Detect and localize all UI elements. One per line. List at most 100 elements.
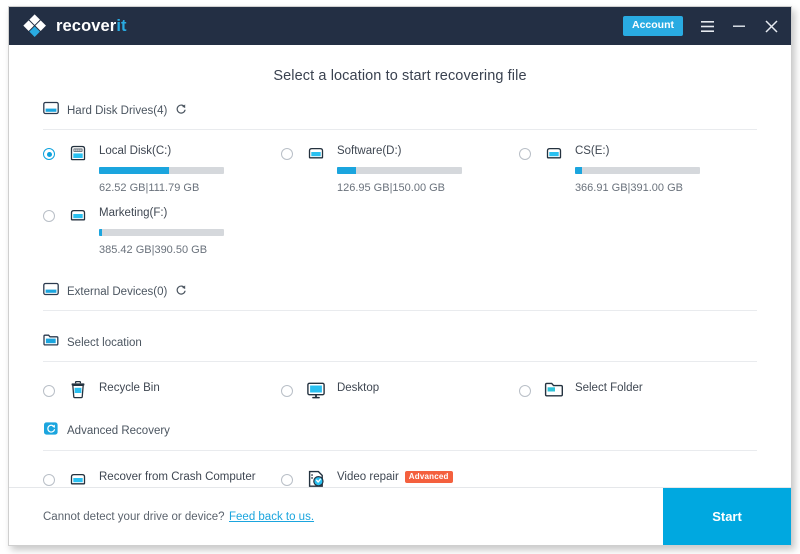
drive-usage-fill-d: [336, 167, 356, 174]
folder-icon: [543, 379, 565, 401]
location-list: Recycle Bin Desktop: [43, 362, 757, 421]
account-button[interactable]: Account: [623, 16, 683, 36]
divider: [43, 361, 757, 362]
drive-capacity-f: 385.42 GB|390.50 GB: [99, 244, 208, 256]
close-icon[interactable]: [763, 18, 779, 34]
recycle-bin-icon: [67, 379, 89, 401]
drive-row: Marketing(F:) 385.42 GB|390.50 GB: [43, 206, 757, 256]
drive-usage-bar-e: [574, 167, 700, 174]
feedback-link[interactable]: Feed back to us.: [229, 510, 315, 523]
drive-info-c: Local Disk(C:) 62.52 GB|111.79 GB: [99, 144, 281, 194]
drive-item-cs-e[interactable]: CS(E:) 366.91 GB|391.00 GB: [518, 142, 757, 194]
advanced-label-crash-computer: Recover from Crash Computer: [99, 471, 256, 483]
drive-name-d: Software(D:): [336, 145, 402, 157]
drive-radio-f[interactable]: [43, 210, 55, 222]
drive-row: Local Disk(C:) 62.52 GB|111.79 GB: [43, 144, 757, 194]
section-advanced-recovery-label: Advanced Recovery: [67, 425, 170, 437]
advanced-info-crash-computer: Recover from Crash Computer: [99, 470, 281, 484]
drive-info-d: Software(D:) 126.95 GB|150.00 GB: [336, 144, 519, 194]
section-select-location-header: Select location: [43, 333, 757, 361]
location-label-recycle-bin: Recycle Bin: [99, 382, 160, 394]
drive-slot-empty: [519, 206, 757, 256]
drive-radio-e[interactable]: [518, 148, 531, 160]
section-external-devices-label: External Devices(0): [67, 285, 168, 298]
brand-name-first: recover: [56, 16, 117, 35]
drive-item-software-d[interactable]: Software(D:) 126.95 GB|150.00 GB: [280, 142, 519, 194]
drive-item-marketing-f[interactable]: Marketing(F:) 385.42 GB|390.50 GB: [43, 206, 281, 256]
drive-icon: [543, 142, 565, 164]
location-info-desktop: Desktop: [337, 381, 519, 395]
crash-computer-icon: [67, 468, 89, 487]
drive-usage-fill-e: [574, 167, 583, 174]
section-hard-disk-drives-header: Hard Disk Drives(4): [43, 101, 757, 129]
footer-text: Cannot detect your drive or device?: [43, 510, 225, 523]
advanced-item-recover-from-crash-computer[interactable]: Recover from Crash Computer: [43, 470, 281, 487]
location-radio-recycle-bin[interactable]: [43, 385, 55, 397]
system-drive-icon: [67, 142, 89, 164]
brand-name: recoverit: [56, 17, 127, 36]
divider: [43, 450, 757, 451]
refresh-icon[interactable]: [175, 102, 187, 120]
drive-name-e: CS(E:): [574, 145, 610, 157]
advanced-info-video-repair: Video repair Advanced: [337, 470, 519, 484]
section-advanced-recovery-header: Advanced Recovery: [43, 421, 757, 450]
app-logo: recoverit: [23, 14, 127, 38]
drive-usage-bar-d: [336, 167, 462, 174]
recoverit-window: recoverit Account: [8, 6, 792, 546]
drive-slot-empty: [281, 206, 519, 256]
advanced-label-video-repair: Video repair Advanced: [337, 470, 519, 484]
section-hard-disk-drives-label: Hard Disk Drives(4): [67, 104, 168, 117]
location-item-desktop[interactable]: Desktop: [280, 379, 519, 401]
external-device-icon: [43, 282, 59, 301]
minimize-icon[interactable]: [731, 18, 747, 34]
recoverit-logo-icon: [23, 14, 47, 38]
drive-usage-bar-c: [99, 167, 224, 174]
location-label-desktop: Desktop: [336, 382, 380, 394]
section-external-devices-header: External Devices(0): [43, 282, 757, 310]
drive-info-f: Marketing(F:) 385.42 GB|390.50 GB: [99, 206, 281, 256]
drive-capacity-d: 126.95 GB|150.00 GB: [336, 182, 446, 194]
footer-bar: Cannot detect your drive or device? Feed…: [9, 487, 791, 545]
drive-radio-d[interactable]: [280, 148, 293, 160]
hard-disk-icon: [43, 101, 59, 120]
section-select-location-label: Select location: [67, 336, 142, 349]
drive-info-e: CS(E:) 366.91 GB|391.00 GB: [574, 144, 757, 194]
folder-location-icon: [43, 333, 59, 352]
desktop-monitor-icon: [305, 379, 327, 401]
location-item-select-folder[interactable]: Select Folder: [518, 379, 757, 401]
location-info-recycle-bin: Recycle Bin: [99, 381, 281, 395]
drive-radio-c[interactable]: [43, 148, 55, 160]
status-badge-advanced: Advanced: [404, 471, 453, 483]
drive-icon: [67, 204, 89, 226]
start-button[interactable]: Start: [663, 488, 791, 545]
location-label-select-folder: Select Folder: [574, 382, 643, 394]
video-repair-icon: [305, 468, 327, 487]
title-bar: recoverit Account: [9, 7, 791, 45]
advanced-recovery-list: Recover from Crash Computer: [43, 451, 757, 487]
drive-item-local-disk-c[interactable]: Local Disk(C:) 62.52 GB|111.79 GB: [43, 144, 281, 194]
advanced-label-video-repair-text: Video repair: [336, 471, 399, 483]
advanced-recovery-icon: [43, 421, 59, 441]
page-title: Select a location to start recovering fi…: [273, 68, 527, 84]
drive-name-f: Marketing(F:): [99, 207, 168, 219]
drive-usage-fill-c: [99, 167, 169, 174]
location-radio-select-folder[interactable]: [518, 385, 531, 397]
window-controls: Account: [623, 16, 779, 36]
advanced-item-video-repair[interactable]: Video repair Advanced: [280, 468, 519, 487]
location-item-recycle-bin[interactable]: Recycle Bin: [43, 379, 281, 401]
advanced-radio-crash-computer[interactable]: [43, 474, 55, 486]
drive-capacity-c: 62.52 GB|111.79 GB: [99, 182, 200, 194]
drive-usage-bar-f: [99, 229, 224, 236]
hamburger-menu-icon[interactable]: [699, 18, 715, 34]
drive-usage-fill-f: [99, 229, 102, 236]
main-content: Select a location to start recovering fi…: [9, 45, 791, 487]
refresh-icon[interactable]: [175, 283, 187, 301]
divider: [43, 310, 757, 311]
location-radio-desktop[interactable]: [280, 385, 293, 397]
drive-icon: [305, 142, 327, 164]
advanced-slot-empty: [519, 470, 757, 487]
drive-capacity-e: 366.91 GB|391.00 GB: [574, 182, 683, 194]
brand-name-accent: it: [116, 16, 127, 35]
advanced-radio-video-repair[interactable]: [280, 474, 293, 486]
